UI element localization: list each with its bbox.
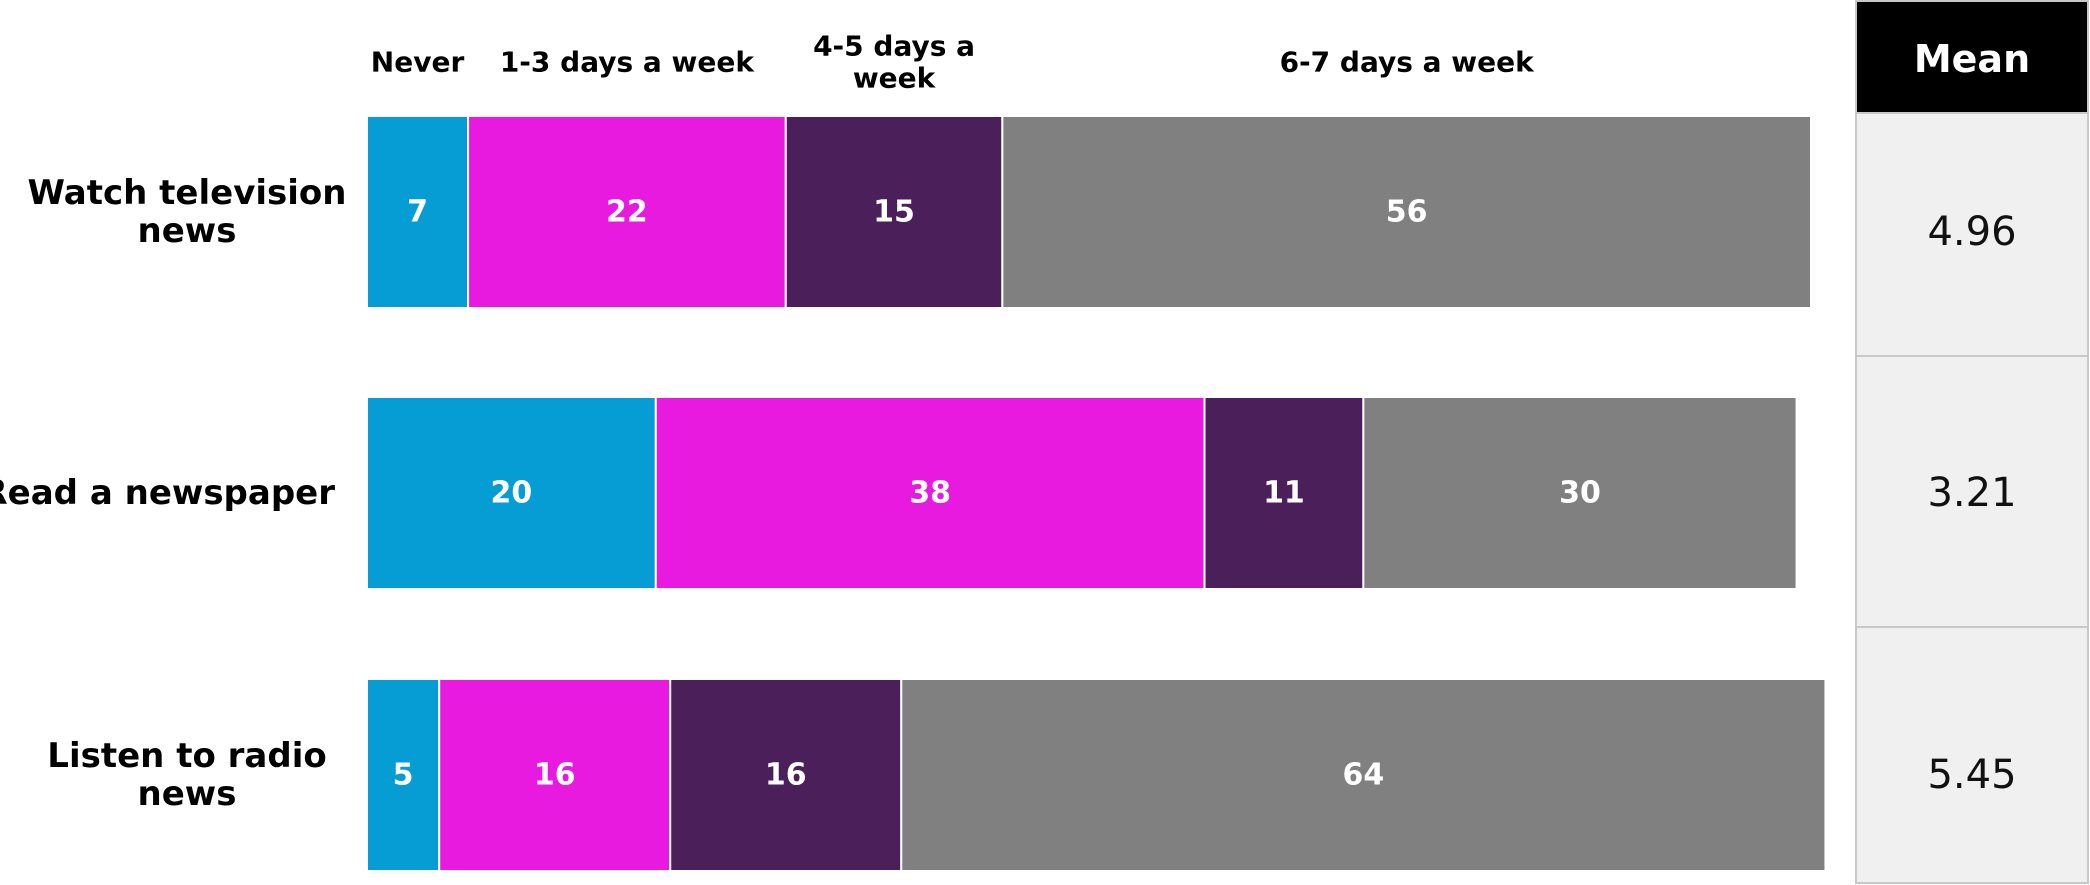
bar-listen-to-radio-news-1-3-days-a-week xyxy=(438,678,672,872)
data-label-listen-to-radio-news-never: 5 xyxy=(393,758,414,793)
category-labels: Watch television news Read a newspaper List… xyxy=(0,173,346,814)
mean-cell-watch-television-news xyxy=(1855,112,2089,357)
category-label-read-a-newspaper: Read a newspaper xyxy=(0,473,335,513)
bar-listen-to-radio-news-6-7-days-a-week xyxy=(900,678,1827,872)
data-label-watch-television-news-1-3-days-a-week: 22 xyxy=(606,195,648,230)
legend-1-3-days-a-week: 1-3 days a week xyxy=(500,46,756,79)
data-label-watch-television-news-never: 7 xyxy=(407,195,428,230)
legend-never: Never xyxy=(371,46,465,79)
data-label-listen-to-radio-news-6-7-days-a-week: 64 xyxy=(1342,758,1384,793)
data-label-watch-television-news-4-5-days-a-week: 15 xyxy=(873,195,915,230)
mean-header xyxy=(1856,1,2088,113)
mean-cell-listen-to-radio-news xyxy=(1855,626,2089,884)
bar-listen-to-radio-news-never xyxy=(366,678,441,872)
bar-watch-television-news-6-7-days-a-week xyxy=(1001,115,1812,309)
series-headers: Never 1-3 days a week 4-5 days a week 6-7 da… xyxy=(371,30,1535,95)
bars-layer: 7 22 15 56 20 38 11 30 5 16 16 64 xyxy=(366,115,1827,872)
data-label-read-a-newspaper-4-5-days-a-week: 11 xyxy=(1263,476,1305,511)
data-label-read-a-newspaper-1-3-days-a-week: 38 xyxy=(909,476,951,511)
mean-value-listen-to-radio-news: 5.45 xyxy=(1927,752,2016,798)
bar-read-a-newspaper-6-7-days-a-week xyxy=(1362,396,1798,590)
data-label-listen-to-radio-news-4-5-days-a-week: 16 xyxy=(765,758,807,793)
legend-4-5-days-a-week: 4-5 days a week xyxy=(813,30,975,95)
mean-value-read-a-newspaper: 3.21 xyxy=(1927,470,2016,516)
mean-panel-border xyxy=(1855,0,2089,884)
data-label-watch-television-news-6-7-days-a-week: 56 xyxy=(1386,195,1428,230)
category-label-watch-television-news: Watch television news xyxy=(28,173,347,251)
data-label-listen-to-radio-news-1-3-days-a-week: 16 xyxy=(534,758,576,793)
mean-cell-read-a-newspaper xyxy=(1855,355,2089,628)
data-label-read-a-newspaper-6-7-days-a-week: 30 xyxy=(1559,476,1601,511)
bar-watch-television-news-1-3-days-a-week xyxy=(467,115,787,309)
category-label-listen-to-radio-news: Listen to radio news xyxy=(47,736,326,814)
legend-6-7-days-a-week: 6-7 days a week xyxy=(1280,46,1536,79)
mean-value-watch-television-news: 4.96 xyxy=(1927,209,2016,255)
data-label-read-a-newspaper-never: 20 xyxy=(491,476,533,511)
bar-read-a-newspaper-4-5-days-a-week xyxy=(1203,396,1365,590)
mean-panel: Mean 4.96 3.21 5.45 xyxy=(1855,0,2089,884)
bar-read-a-newspaper-never xyxy=(366,396,657,590)
mean-title: Mean xyxy=(1914,37,2030,81)
bar-watch-television-news-4-5-days-a-week xyxy=(784,115,1004,309)
bar-read-a-newspaper-1-3-days-a-week xyxy=(654,396,1206,590)
bar-watch-television-news-never xyxy=(366,115,470,309)
